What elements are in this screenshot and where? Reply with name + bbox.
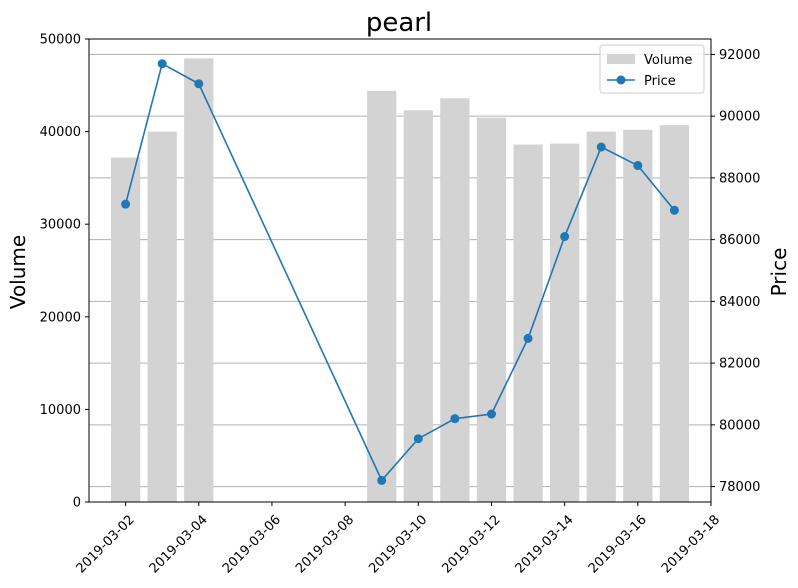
- volume-bar: [367, 90, 397, 502]
- price-point: [157, 59, 167, 69]
- y2-tick-label: 82000: [719, 357, 760, 372]
- price-point: [633, 161, 643, 171]
- volume-bar: [513, 144, 543, 502]
- y-tick-label: 20000: [40, 310, 81, 325]
- y2-tick-label: 86000: [719, 233, 760, 248]
- volume-bars: [110, 58, 690, 503]
- price-point: [669, 205, 679, 215]
- volume-bar: [110, 157, 141, 502]
- y2-tick-label: 84000: [719, 295, 760, 310]
- legend-volume-label: Volume: [644, 53, 692, 68]
- legend-price-marker: [616, 75, 626, 85]
- y2-tick-label: 80000: [719, 418, 760, 433]
- y-tick-label: 10000: [40, 403, 81, 418]
- volume-bar: [623, 129, 653, 503]
- price-point: [450, 414, 460, 424]
- plot-frame: [88, 38, 712, 503]
- y-tick-label: 40000: [40, 125, 81, 140]
- volume-bar: [403, 110, 433, 502]
- volume-bar: [440, 98, 470, 502]
- legend-price-label: Price: [644, 74, 676, 89]
- volume-bar: [659, 125, 690, 503]
- price-point: [523, 333, 533, 343]
- legend-volume-swatch: [607, 54, 635, 64]
- volume-bar: [586, 131, 616, 502]
- y-tick-label: 50000: [40, 33, 81, 48]
- y2-tick-label: 90000: [719, 110, 760, 125]
- volume-bar: [147, 131, 177, 502]
- price-point: [121, 199, 131, 209]
- price-point: [194, 79, 204, 89]
- legend: Volume Price: [599, 44, 705, 94]
- price-point: [413, 434, 423, 444]
- y-tick-label: 30000: [40, 218, 81, 233]
- axes: [88, 38, 712, 503]
- volume-bar: [550, 143, 580, 502]
- volume-bar: [476, 117, 507, 503]
- chart-title: pearl: [366, 8, 432, 38]
- y2-axis-label: Price: [767, 248, 791, 297]
- y-tick-label: 0: [73, 496, 81, 511]
- price-point: [560, 232, 570, 242]
- price-line: [121, 59, 679, 485]
- price-line-path: [124, 62, 676, 482]
- y-axis-label: Volume: [6, 235, 30, 309]
- y2-tick-label: 92000: [719, 48, 760, 63]
- price-point: [377, 475, 387, 485]
- y2-tick-label: 88000: [719, 171, 760, 186]
- y2-tick-label: 78000: [719, 480, 760, 495]
- volume-bar: [184, 58, 214, 503]
- price-point: [596, 142, 606, 152]
- price-point: [486, 409, 496, 419]
